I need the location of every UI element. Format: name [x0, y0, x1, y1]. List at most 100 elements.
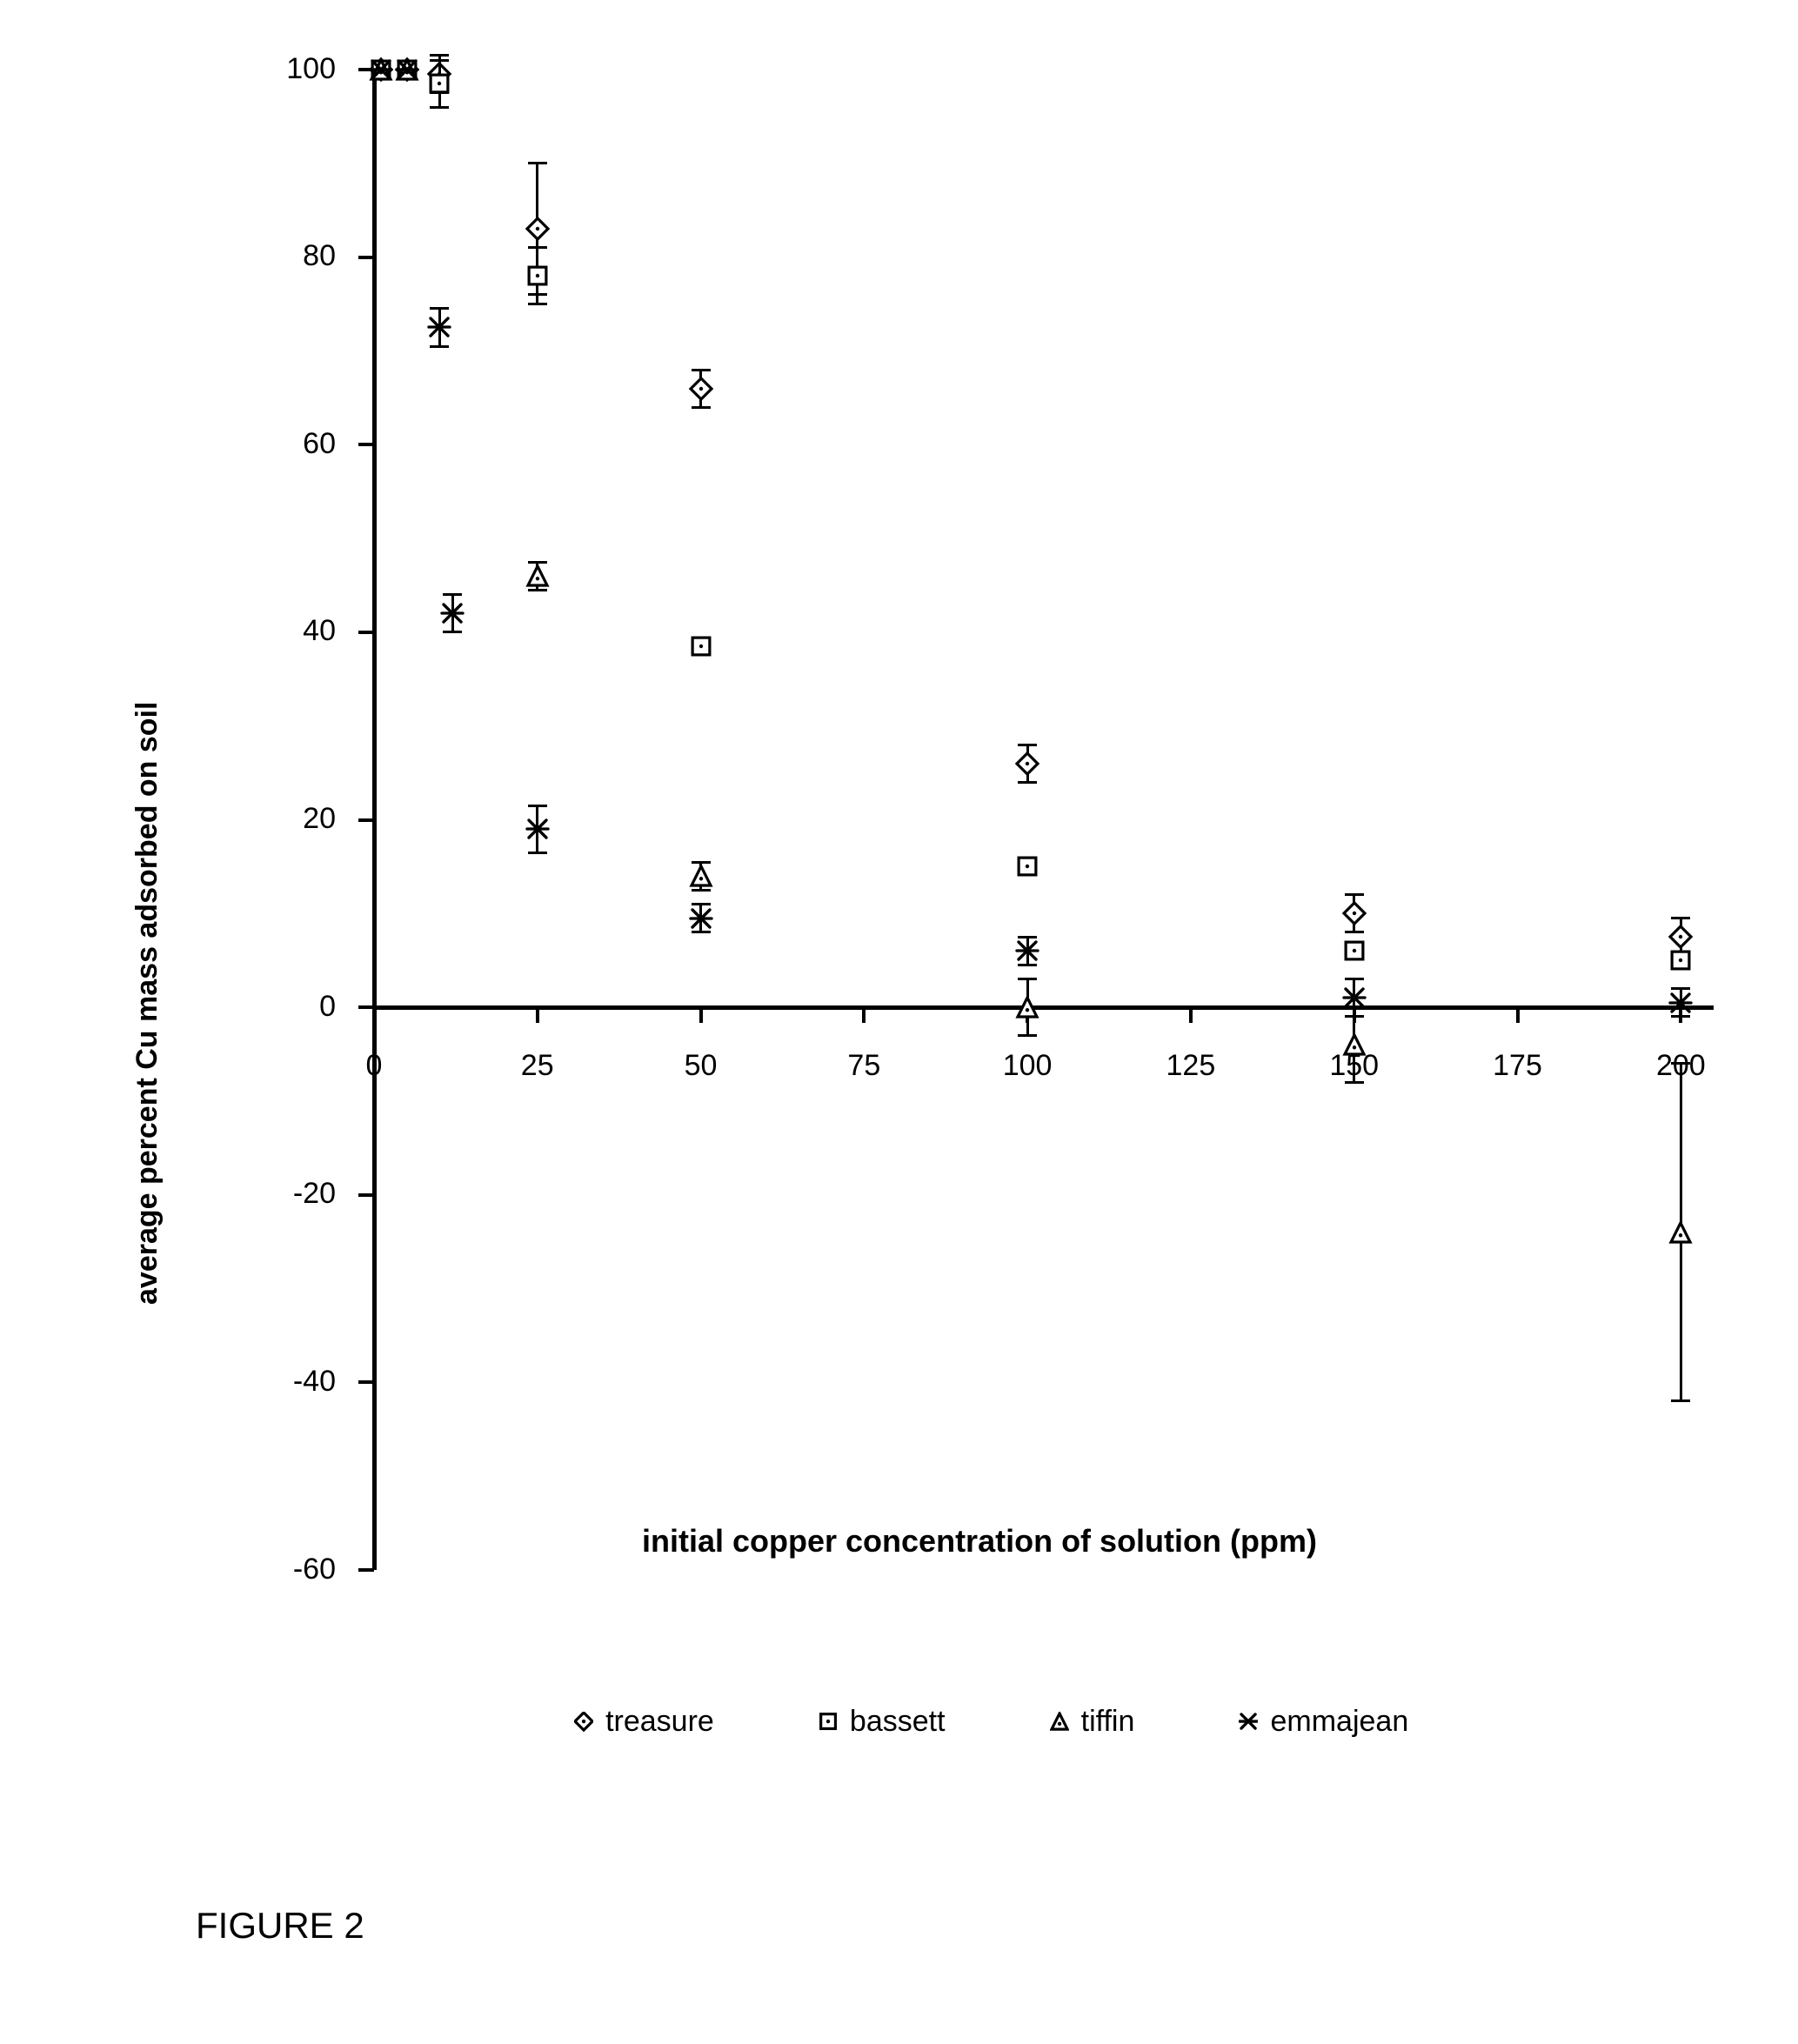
- y-axis-tick: [358, 1193, 374, 1197]
- error-bar-cap: [692, 406, 711, 409]
- x-axis-title: initial copper concentration of solution…: [642, 1523, 1317, 1560]
- xmark-icon: [1239, 1712, 1258, 1731]
- x-axis-line: [374, 1005, 1714, 1010]
- tiffin-point: [1343, 1033, 1366, 1056]
- error-bar-cap: [430, 345, 449, 348]
- x-axis-tick-label: 25: [521, 1049, 554, 1083]
- triangle-icon: [1050, 1712, 1069, 1731]
- legend-item-emmajean: emmajean: [1239, 1705, 1408, 1739]
- legend-label: treasure: [605, 1705, 714, 1739]
- emmajean-point: [1669, 992, 1692, 1014]
- error-bar-cap: [1345, 1081, 1364, 1084]
- legend-item-tiffin: tiffin: [1050, 1705, 1135, 1739]
- emmajean-point: [370, 58, 392, 81]
- error-bar-cap: [692, 861, 711, 864]
- legend-label: emmajean: [1270, 1705, 1408, 1739]
- diamond-icon: [574, 1712, 593, 1731]
- y-axis-tick: [358, 443, 374, 446]
- y-axis-tick-label: 60: [303, 427, 336, 461]
- y-axis-tick-label: 0: [319, 990, 336, 1024]
- chart-legend: treasure bassett tiffin emmajean: [574, 1705, 1408, 1739]
- y-axis-tick-label: -60: [293, 1553, 336, 1586]
- y-axis-tick-label: 20: [303, 802, 336, 836]
- y-axis-tick: [358, 631, 374, 634]
- treasure-point: [1669, 925, 1692, 948]
- y-axis-tick: [358, 818, 374, 822]
- error-bar-cap: [528, 162, 547, 164]
- error-bar-cap: [528, 303, 547, 305]
- emmajean-point: [428, 316, 451, 338]
- x-axis-tick: [372, 1007, 376, 1023]
- bassett-point: [1343, 939, 1366, 962]
- x-axis-tick-label: 75: [847, 1049, 880, 1083]
- emmajean-point: [441, 602, 464, 625]
- treasure-point: [526, 217, 549, 240]
- y-axis-tick-label: 100: [286, 52, 336, 86]
- error-bar-cap: [1345, 893, 1364, 896]
- page: -60-40-200204060801000255075100125150175…: [0, 0, 1798, 2044]
- legend-label: tiffin: [1081, 1705, 1135, 1739]
- error-bar-cap: [1671, 917, 1690, 919]
- error-bar-cap: [528, 852, 547, 854]
- scatter-chart: -60-40-200204060801000255075100125150175…: [374, 70, 1714, 1570]
- error-bar-cap: [692, 903, 711, 905]
- x-axis-tick-label: 50: [685, 1049, 718, 1083]
- bassett-point: [428, 72, 451, 95]
- error-bar-cap: [1671, 1399, 1690, 1402]
- error-bar-cap: [1345, 1015, 1364, 1018]
- legend-item-bassett: bassett: [819, 1705, 946, 1739]
- tiffin-point: [1016, 996, 1039, 1019]
- x-axis-tick-label: 100: [1003, 1049, 1053, 1083]
- y-axis-tick: [358, 1568, 374, 1572]
- error-bar-cap: [692, 889, 711, 892]
- error-bar-cap: [1671, 1015, 1690, 1018]
- plot-area: -60-40-200204060801000255075100125150175…: [374, 70, 1714, 1570]
- x-axis-tick-label: 175: [1493, 1049, 1542, 1083]
- error-bar-cap: [1671, 987, 1690, 990]
- legend-item-treasure: treasure: [574, 1705, 714, 1739]
- tiffin-point: [526, 564, 549, 587]
- error-bar-cap: [1671, 1062, 1690, 1065]
- error-bar-cap: [1345, 931, 1364, 933]
- error-bar-cap: [1018, 744, 1037, 746]
- legend-label: bassett: [850, 1705, 946, 1739]
- square-icon: [819, 1712, 838, 1731]
- x-axis-tick-label: 0: [366, 1049, 383, 1083]
- error-bar-cap: [430, 54, 449, 57]
- error-bar-cap: [1018, 978, 1037, 980]
- error-bar-cap: [443, 593, 462, 596]
- bassett-point: [690, 635, 712, 658]
- y-axis-tick: [358, 256, 374, 259]
- x-axis-tick: [862, 1007, 866, 1023]
- bassett-point: [1016, 855, 1039, 878]
- error-bar-cap: [692, 931, 711, 933]
- error-bar-cap: [430, 307, 449, 310]
- error-bar-cap: [528, 246, 547, 249]
- error-bar-cap: [1018, 781, 1037, 784]
- error-bar-cap: [528, 805, 547, 807]
- bassett-point: [526, 264, 549, 287]
- y-axis-tick: [358, 1380, 374, 1384]
- treasure-point: [690, 377, 712, 400]
- error-bar-cap: [443, 631, 462, 633]
- x-axis-tick: [1516, 1007, 1520, 1023]
- tiffin-point: [1669, 1221, 1692, 1244]
- error-bar-cap: [528, 589, 547, 591]
- emmajean-point: [1016, 939, 1039, 962]
- error-bar-cap: [528, 561, 547, 564]
- error-bar-cap: [430, 59, 449, 62]
- treasure-point: [1016, 752, 1039, 775]
- error-bar-cap: [1018, 1034, 1037, 1037]
- y-axis-tick-label: 40: [303, 614, 336, 648]
- y-axis-title: average percent Cu mass adsorbed on soil: [130, 702, 164, 1305]
- y-axis-tick-label: 80: [303, 239, 336, 273]
- error-bar-cap: [1018, 936, 1037, 939]
- emmajean-point: [526, 818, 549, 840]
- x-axis-tick: [1189, 1007, 1193, 1023]
- x-axis-tick: [699, 1007, 703, 1023]
- emmajean-point: [690, 907, 712, 930]
- error-bar-cap: [692, 369, 711, 371]
- error-bar-cap: [1018, 964, 1037, 966]
- bassett-point: [1669, 949, 1692, 972]
- x-axis-tick-label: 125: [1166, 1049, 1216, 1083]
